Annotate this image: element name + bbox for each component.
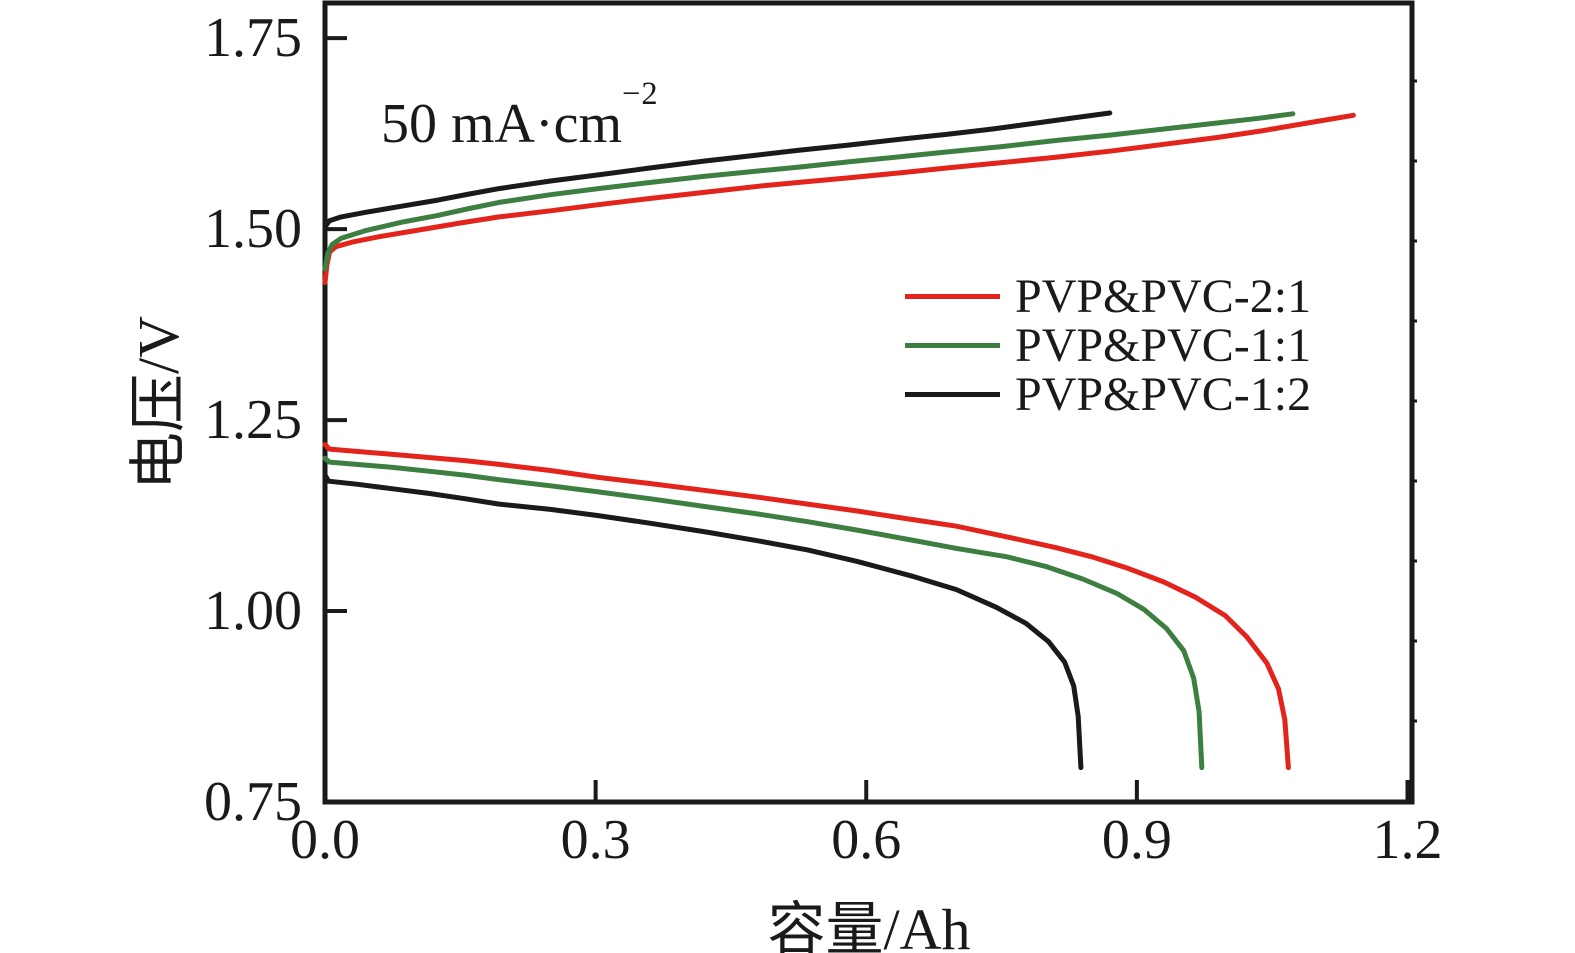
curve-pvp-pvc-1-2-discharge <box>322 472 1084 771</box>
y-tick-label: 0.75 <box>204 771 302 833</box>
curve-pvp-pvc-1-1-charge <box>322 111 1296 272</box>
legend-label: PVP&PVC-2:1 <box>1015 269 1312 323</box>
x-tick-label: 0.9 <box>1101 809 1172 871</box>
legend-line-swatch <box>905 294 1000 299</box>
curve-pvp-pvc-2-1-discharge <box>322 442 1291 771</box>
current-density-exponent: −2 <box>622 76 659 113</box>
legend-item: PVP&PVC-1:2 <box>905 370 1311 419</box>
curve-pvp-pvc-1-1-discharge <box>322 455 1205 771</box>
x-tick-label: 1.2 <box>1372 809 1443 871</box>
legend-label: PVP&PVC-1:2 <box>1015 367 1312 421</box>
legend-label: PVP&PVC-1:1 <box>1015 318 1312 372</box>
x-axis-title: 容量/Ah <box>767 897 971 953</box>
legend-line-swatch <box>905 392 1000 397</box>
legend-item: PVP&PVC-2:1 <box>905 272 1311 321</box>
curve-pvp-pvc-1-2-charge <box>322 110 1113 230</box>
legend-line-swatch <box>905 343 1000 348</box>
y-tick-label: 1.50 <box>204 198 302 261</box>
x-tick-label: 0.3 <box>560 809 631 871</box>
curve-pvp-pvc-2-1-charge <box>322 112 1356 286</box>
y-tick-label: 1.75 <box>204 7 302 70</box>
y-tick-label: 1.25 <box>204 389 302 452</box>
current-density-annotation: 50 mA·cm−2 <box>381 76 659 156</box>
legend-item: PVP&PVC-1:1 <box>905 321 1311 370</box>
x-tick-label: 0.6 <box>831 809 902 871</box>
y-tick-label: 1.00 <box>204 580 302 643</box>
x-tick-label: 0.0 <box>290 809 360 871</box>
legend: PVP&PVC-2:1 PVP&PVC-1:1 PVP&PVC-1:2 <box>905 272 1311 419</box>
current-density-text: 50 mA·cm <box>381 93 623 155</box>
